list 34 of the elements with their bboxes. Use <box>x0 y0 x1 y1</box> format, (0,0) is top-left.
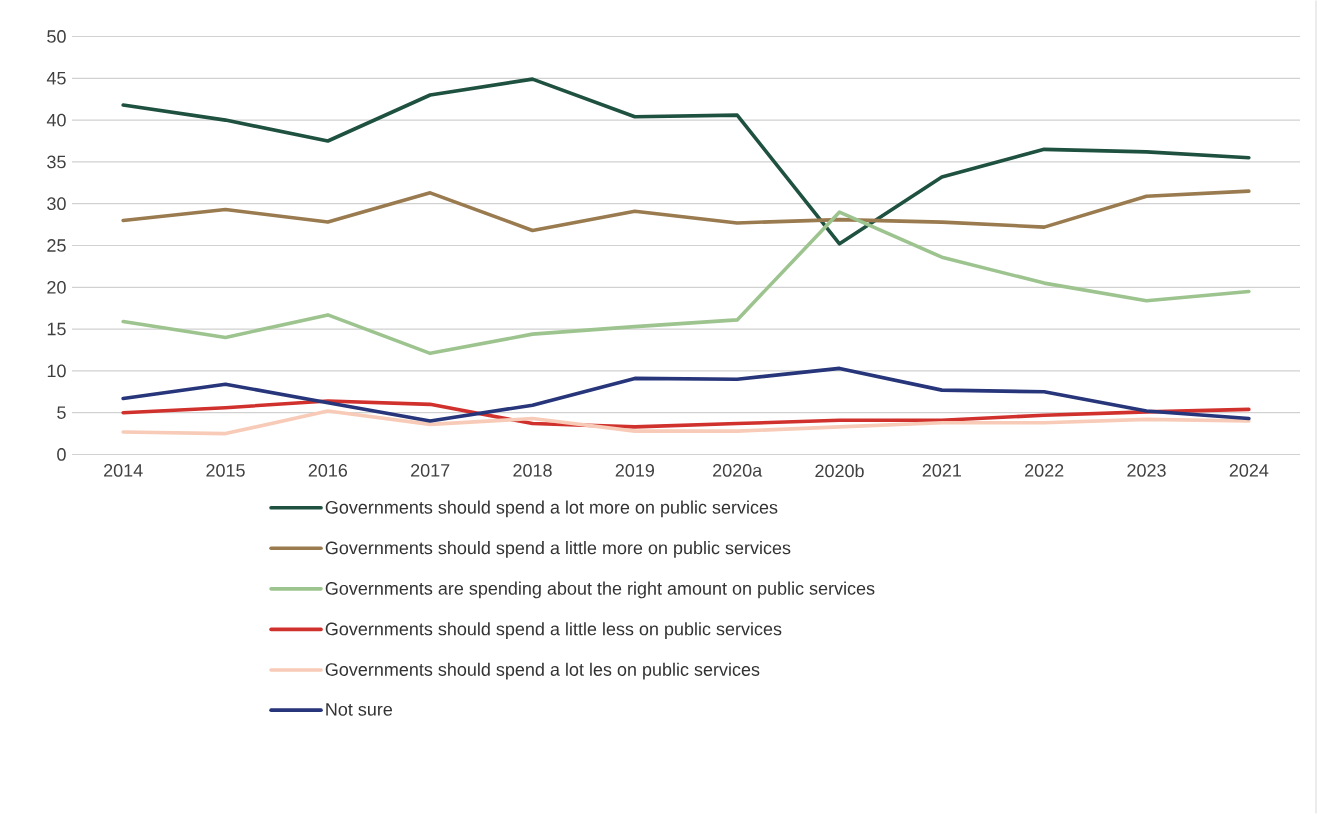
x-tick-label: 2016 <box>308 464 348 477</box>
y-tick-label: 20 <box>47 280 66 294</box>
y-tick-label: 35 <box>47 155 66 169</box>
legend-label: Not sure <box>326 703 393 716</box>
x-tick-label: 2022 <box>1025 464 1064 477</box>
legend-label: Governments are spending about the right amount on public services <box>325 581 875 599</box>
x-tick-label: 2023 <box>1127 464 1166 477</box>
x-tick-label: 2018 <box>513 464 552 477</box>
x-tick-label: 2020b <box>815 464 864 478</box>
x-tick-label: 2020a <box>713 464 763 477</box>
y-tick-label: 40 <box>46 113 66 127</box>
y-tick-label: 15 <box>47 322 66 336</box>
x-tick-label: 2014 <box>104 464 143 477</box>
x-tick-label: 2019 <box>615 464 654 477</box>
x-tick-label: 2024 <box>1229 464 1269 477</box>
line-series <box>121 210 1251 356</box>
y-tick-label: 30 <box>47 197 66 211</box>
legend-label: Governments should spend a lot les on public services <box>325 662 760 680</box>
y-tick-label: 10 <box>47 364 66 378</box>
y-tick-label: 0 <box>57 448 66 461</box>
y-tick-label: 25 <box>47 239 66 252</box>
x-tick-label: 2015 <box>206 464 245 477</box>
y-tick-label: 50 <box>47 30 66 43</box>
line-series <box>121 409 1251 436</box>
x-tick-label: 2017 <box>411 464 450 477</box>
y-tick-label: 5 <box>57 406 66 419</box>
line-series <box>121 366 1251 423</box>
legend-label: Governments should spend a little more on public services <box>325 541 791 558</box>
legend-label: Governments should spend a lot more on public services <box>325 500 778 518</box>
x-tick-label: 2021 <box>922 464 961 477</box>
y-tick-label: 45 <box>46 72 66 85</box>
line-series <box>121 189 1251 233</box>
legend-label: Governments should spend a little less on public services <box>325 622 782 639</box>
line-series <box>121 77 1251 246</box>
